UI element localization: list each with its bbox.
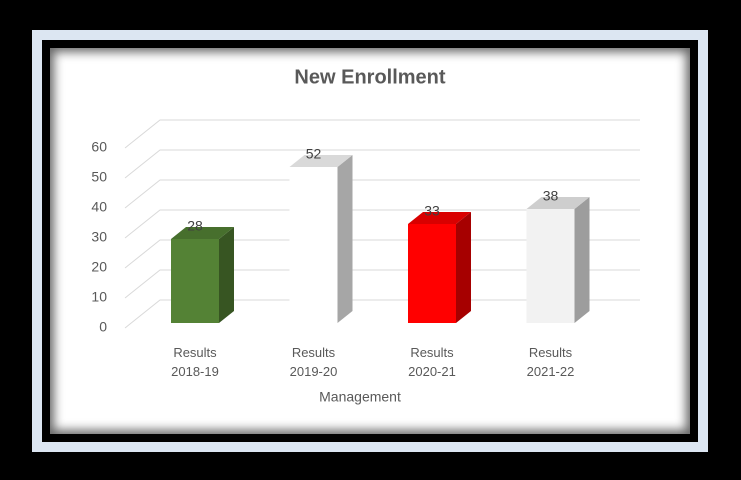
bar-top [171, 227, 234, 239]
bar-top [408, 212, 471, 224]
data-label: 38 [543, 188, 559, 204]
y-tick-label: 40 [91, 199, 107, 215]
bar [526, 209, 575, 323]
grid-line [124, 269, 640, 299]
data-label: 28 [187, 218, 203, 234]
bar-top [289, 155, 353, 167]
bar [289, 167, 338, 323]
bar-side [219, 227, 234, 323]
chart-title: New Enrollment [294, 66, 445, 88]
grid-line [124, 239, 640, 269]
grid-line [124, 209, 640, 239]
grid-line [124, 149, 640, 179]
x-tick-label: Results 2020-21 [408, 345, 456, 379]
x-tick-label: Results 2019-20 [289, 345, 338, 379]
y-tick-label: 0 [99, 319, 107, 335]
grid-line [124, 179, 640, 209]
data-label: 52 [306, 146, 322, 162]
bar-side [337, 155, 353, 323]
bar [171, 239, 219, 323]
grid-line [124, 119, 640, 149]
x-axis-label: Management [319, 389, 401, 405]
y-tick-label: 20 [91, 259, 107, 275]
grid-line [124, 299, 640, 329]
y-tick-label: 60 [91, 139, 107, 155]
bar-side [574, 197, 590, 323]
data-label: 33 [424, 203, 440, 219]
bar-side [456, 212, 471, 323]
x-tick-label: Results 2021-22 [526, 345, 575, 379]
x-tick-label: Results 2018-19 [171, 345, 219, 379]
bar-top [526, 197, 590, 209]
y-tick-label: 50 [91, 169, 107, 185]
y-tick-label: 30 [91, 229, 107, 245]
bar [408, 224, 456, 323]
y-tick-label: 10 [91, 289, 107, 305]
